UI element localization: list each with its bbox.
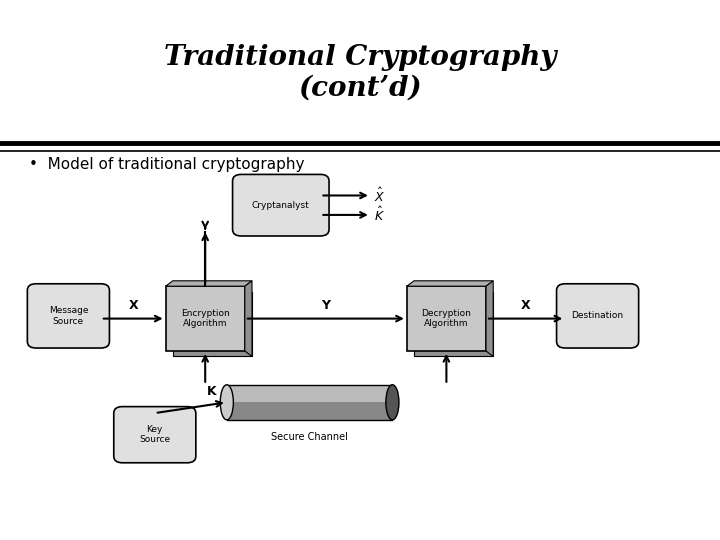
Text: Message
Source: Message Source [49, 306, 88, 326]
FancyBboxPatch shape [114, 407, 196, 463]
Polygon shape [486, 281, 493, 356]
Text: •  Model of traditional cryptography: • Model of traditional cryptography [29, 157, 305, 172]
Text: Cryptanalyst: Cryptanalyst [252, 201, 310, 210]
Text: Destination: Destination [572, 312, 624, 320]
Bar [227, 384, 392, 402]
Text: X: X [128, 299, 138, 312]
Bar [227, 384, 392, 420]
Polygon shape [166, 281, 252, 286]
FancyBboxPatch shape [233, 174, 329, 236]
Text: Decryption
Algorithm: Decryption Algorithm [421, 309, 472, 328]
Polygon shape [245, 281, 252, 356]
Text: X: X [521, 299, 531, 312]
Polygon shape [407, 281, 493, 286]
Text: Traditional Cryptography
(cont’d): Traditional Cryptography (cont’d) [163, 44, 557, 102]
FancyBboxPatch shape [27, 284, 109, 348]
Text: Key
Source: Key Source [139, 425, 171, 444]
Text: Y: Y [321, 299, 330, 312]
Bar [227, 384, 392, 420]
Text: Secure Channel: Secure Channel [271, 432, 348, 442]
Bar [173, 292, 252, 356]
FancyBboxPatch shape [557, 284, 639, 348]
Text: Encryption
Algorithm: Encryption Algorithm [181, 309, 230, 328]
Ellipse shape [220, 384, 233, 420]
Text: $\hat{K}$: $\hat{K}$ [374, 206, 385, 224]
Bar [407, 286, 486, 351]
Bar [166, 286, 245, 351]
Text: $\hat{X}$: $\hat{X}$ [374, 186, 386, 205]
Bar [414, 292, 493, 356]
Ellipse shape [386, 384, 399, 420]
Text: K: K [207, 385, 216, 398]
